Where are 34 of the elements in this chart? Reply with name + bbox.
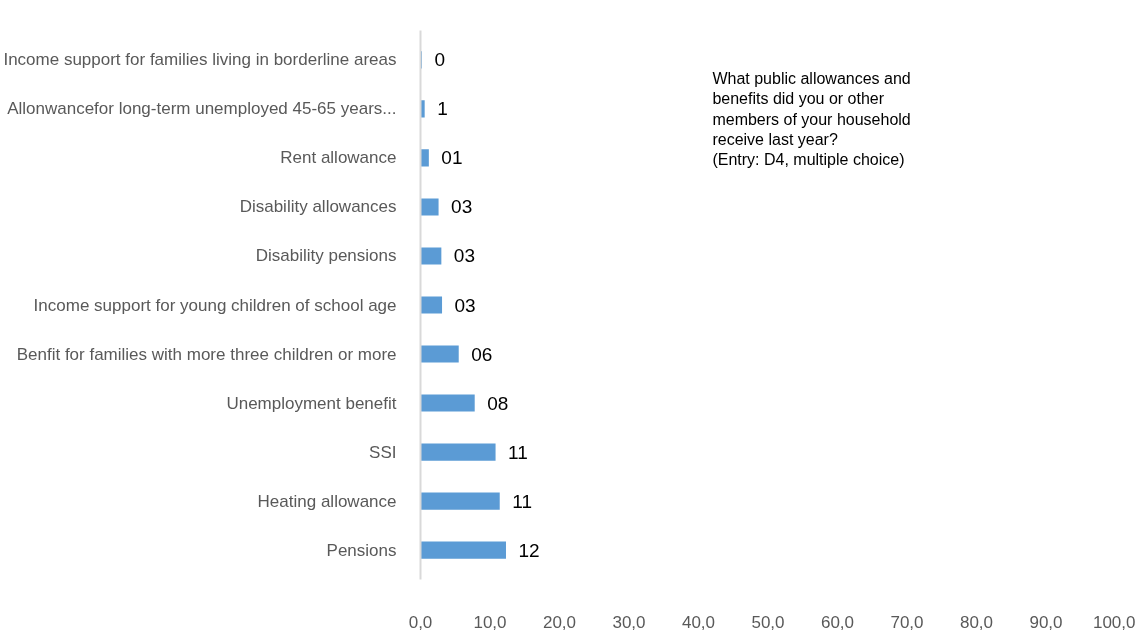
y-tick-label: Unemployment benefit [226, 393, 397, 413]
x-tick-label: 40,0 [681, 612, 716, 632]
data-label: 03 [453, 245, 475, 267]
x-tick-label: 50,0 [751, 612, 785, 632]
y-tick-label: Allonwancefor long-term unemployed 45-65 years... [7, 99, 397, 119]
x-tick-label: 0,0 [408, 612, 433, 632]
y-tick-label: Pensions [326, 540, 397, 560]
x-tick-label: 20,0 [542, 612, 577, 632]
data-label: 08 [487, 392, 509, 414]
data-label: 03 [451, 196, 473, 218]
data-label: 01 [441, 147, 463, 169]
annotation: What public allowances and benefits did you or other members of your household receive last year? (Entry: D4, multiple choice) [712, 69, 911, 169]
y-tick-label: Income support for young children of school age [33, 295, 397, 315]
data-label: 12 [518, 539, 540, 561]
y-tick-label: SSI [369, 442, 397, 462]
x-tick-label: 100,0 [1092, 612, 1136, 632]
data-label: 1 [437, 98, 448, 120]
data-label: 03 [454, 294, 476, 316]
y-tick-label: Disability allowances [239, 197, 397, 217]
y-tick-label: Disability pensions [255, 246, 397, 266]
y-tick-label: Rent allowance [280, 148, 397, 168]
x-tick-label: 60,0 [820, 612, 855, 632]
x-tick-label: 80,0 [959, 612, 994, 632]
x-tick-label: 90,0 [1029, 612, 1063, 632]
data-label: 11 [512, 490, 532, 512]
data-label: 0 [434, 49, 445, 71]
x-tick-label: 70,0 [890, 612, 924, 632]
x-tick-label: 10,0 [473, 612, 507, 632]
data-label: 11 [508, 441, 528, 463]
y-tick-label: Benfit for families with more three children or more [16, 344, 397, 364]
data-label: 06 [471, 343, 493, 365]
x-tick-label: 30,0 [612, 612, 646, 632]
y-tick-label: Heating allowance [257, 491, 397, 511]
y-tick-label: Income support for families living in borderline areas [3, 50, 397, 70]
